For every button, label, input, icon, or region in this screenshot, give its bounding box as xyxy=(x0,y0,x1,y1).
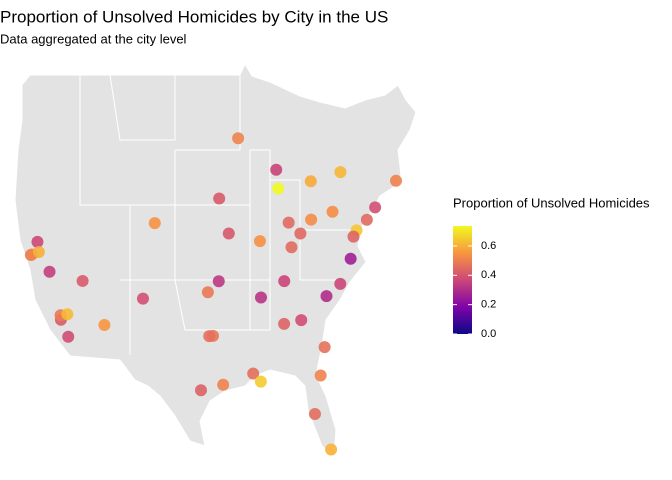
city-point xyxy=(222,227,235,240)
city-point xyxy=(212,275,225,288)
city-point xyxy=(295,314,308,327)
us-outline xyxy=(14,62,417,458)
city-point xyxy=(282,216,295,229)
colorbar-tick-label: 0.0 xyxy=(481,328,496,340)
city-point xyxy=(247,367,260,380)
city-point xyxy=(318,341,331,354)
city-point xyxy=(314,369,327,382)
colorbar-tick-label: 0.6 xyxy=(481,240,496,252)
city-point xyxy=(270,163,283,176)
chart-subtitle: Data aggregated at the city level xyxy=(0,31,187,46)
city-point xyxy=(201,286,214,299)
city-point xyxy=(148,217,161,230)
city-point xyxy=(334,166,347,179)
city-point xyxy=(390,174,403,187)
city-point xyxy=(232,132,245,145)
city-point xyxy=(136,292,149,305)
city-point xyxy=(31,235,44,248)
city-point xyxy=(347,230,360,243)
colorbar-tick-label: 0.4 xyxy=(481,269,496,281)
city-point xyxy=(76,274,89,287)
city-point xyxy=(203,330,216,343)
city-point xyxy=(325,443,338,456)
city-point xyxy=(254,375,267,388)
city-point xyxy=(360,213,373,226)
city-point xyxy=(278,275,291,288)
city-point xyxy=(369,201,382,214)
city-point xyxy=(98,318,111,331)
city-point xyxy=(285,241,298,254)
chart-title: Proportion of Unsolved Homicides by City… xyxy=(0,7,388,26)
city-point xyxy=(304,175,317,188)
city-point xyxy=(32,245,45,258)
points xyxy=(24,132,403,456)
city-point xyxy=(255,291,268,304)
city-point xyxy=(294,227,307,240)
colorbar xyxy=(453,226,472,334)
colorbar-tick-label: 0.2 xyxy=(481,299,496,311)
city-point xyxy=(62,330,75,343)
city-point xyxy=(334,277,347,290)
city-point xyxy=(326,205,339,218)
city-point xyxy=(278,317,291,330)
city-point xyxy=(320,290,333,303)
city-point xyxy=(194,384,207,397)
city-point xyxy=(43,265,56,278)
city-point xyxy=(344,252,357,265)
city-point xyxy=(308,408,321,421)
city-point xyxy=(61,308,74,321)
city-point xyxy=(305,213,318,226)
city-point xyxy=(253,235,266,248)
state-lines xyxy=(79,74,360,355)
legend-title: Proportion of Unsolved Homicides xyxy=(453,195,650,210)
city-point xyxy=(213,192,226,205)
city-point xyxy=(217,378,230,391)
city-point xyxy=(272,182,285,195)
